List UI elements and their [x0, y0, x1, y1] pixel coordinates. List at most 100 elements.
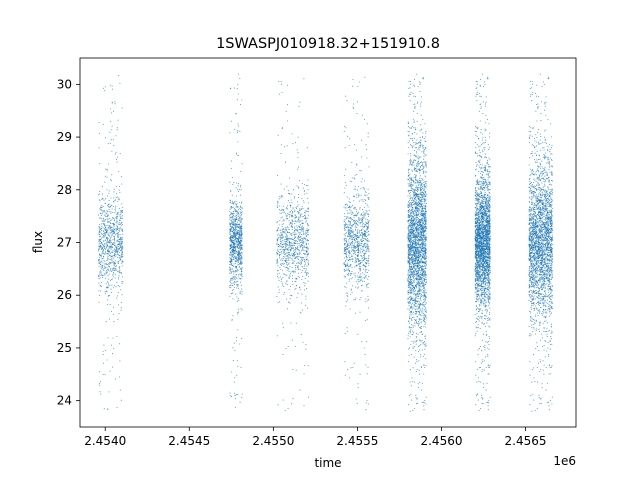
data-point: [354, 143, 356, 146]
data-point: [291, 229, 293, 231]
data-point: [425, 216, 427, 218]
data-point: [117, 223, 119, 225]
data-point: [285, 252, 287, 254]
data-point: [232, 253, 234, 256]
data-point: [232, 246, 234, 248]
data-point: [239, 201, 241, 204]
data-point: [368, 269, 370, 271]
data-point: [291, 238, 293, 240]
data-point: [358, 237, 360, 239]
data-point: [100, 232, 102, 234]
data-point: [302, 270, 304, 272]
data-point: [113, 227, 115, 229]
data-point: [277, 134, 279, 136]
data-point: [363, 277, 365, 279]
data-point: [367, 283, 369, 285]
data-point: [410, 329, 412, 331]
data-point: [305, 270, 307, 272]
data-point: [232, 289, 234, 292]
data-point: [287, 239, 289, 241]
data-point: [285, 282, 287, 284]
data-point: [417, 235, 419, 237]
data-point: [229, 230, 231, 232]
data-point: [113, 276, 115, 278]
data-point: [115, 265, 117, 267]
data-point: [304, 364, 306, 367]
data-point: [357, 189, 359, 191]
data-point: [103, 218, 105, 220]
data-point: [114, 260, 116, 262]
data-point: [357, 236, 359, 238]
data-point: [297, 212, 300, 214]
data-point: [358, 245, 360, 247]
data-point: [290, 199, 292, 201]
data-point: [359, 218, 361, 220]
data-point: [115, 286, 117, 288]
data-point: [286, 234, 288, 236]
data-point: [113, 220, 115, 222]
data-point: [292, 256, 294, 258]
data-point: [355, 286, 357, 288]
data-point: [114, 253, 116, 255]
data-point: [302, 258, 304, 260]
data-point: [423, 286, 425, 288]
data-point: [276, 252, 278, 254]
data-point: [347, 269, 349, 271]
data-point: [102, 354, 104, 356]
data-point: [107, 281, 109, 283]
data-point: [285, 235, 287, 237]
data-point: [231, 278, 233, 280]
data-point: [425, 244, 427, 246]
data-point: [237, 308, 239, 310]
data-point: [232, 249, 234, 251]
data-point: [278, 257, 280, 259]
data-point: [229, 240, 231, 242]
data-point: [353, 177, 355, 179]
data-point: [299, 289, 301, 291]
data-point: [118, 257, 120, 259]
data-point: [288, 270, 290, 273]
data-point: [349, 216, 351, 219]
data-point: [355, 276, 357, 278]
data-point: [407, 121, 409, 123]
data-point: [351, 241, 353, 243]
data-point: [229, 245, 232, 248]
data-point: [277, 404, 279, 406]
data-point: [234, 239, 236, 241]
data-point: [107, 249, 109, 251]
data-point: [363, 254, 365, 256]
data-point: [107, 264, 109, 266]
data-point: [109, 227, 111, 229]
data-point: [109, 261, 111, 264]
data-point: [238, 219, 240, 221]
data-point: [361, 272, 363, 274]
data-point: [231, 237, 233, 239]
data-point: [237, 83, 239, 85]
data-point: [359, 250, 361, 252]
data-point: [229, 231, 231, 233]
data-point: [304, 282, 306, 284]
data-point: [353, 107, 355, 109]
data-point: [367, 136, 369, 138]
data-point: [232, 248, 234, 250]
data-point: [109, 238, 111, 240]
data-point: [415, 397, 417, 399]
data-point: [236, 340, 238, 342]
data-point: [120, 243, 122, 245]
data-point: [277, 202, 279, 204]
data-point: [241, 274, 243, 276]
data-point: [288, 263, 290, 265]
data-point: [241, 256, 243, 258]
data-point: [410, 354, 413, 356]
data-point: [229, 215, 231, 217]
data-point: [417, 350, 420, 353]
data-point: [422, 137, 424, 139]
data-point: [278, 93, 280, 95]
data-point: [105, 247, 108, 249]
data-point: [364, 226, 366, 228]
data-point: [237, 189, 239, 191]
data-point: [230, 277, 232, 279]
data-point: [120, 399, 122, 401]
data-point: [350, 258, 352, 261]
data-point: [240, 235, 242, 237]
